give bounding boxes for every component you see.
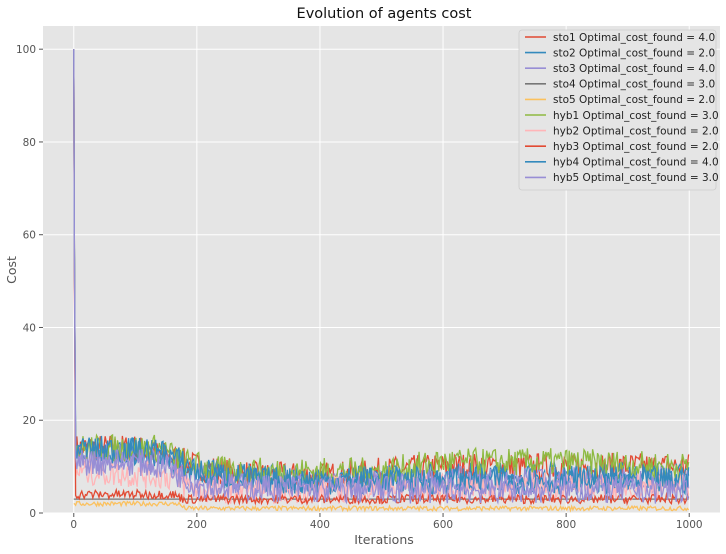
x-tick-label: 400 [310, 519, 330, 531]
y-axis-label: Cost [4, 256, 19, 284]
x-axis-label: Iterations [354, 532, 414, 547]
series-line [73, 49, 690, 505]
y-tick-label: 100 [16, 44, 36, 56]
y-tick-label: 40 [23, 322, 36, 334]
y-axis-ticks: 0 20 40 60 80 100 [16, 44, 43, 520]
legend-label: sto4 Optimal_cost_found = 3.0 [553, 79, 715, 91]
legend-box [518, 29, 717, 191]
x-tick-label: 0 [70, 519, 77, 531]
series-line [73, 499, 690, 513]
legend: sto1 Optimal_cost_found = 4.0 sto2 Optima… [518, 29, 719, 191]
x-tick-label: 800 [556, 519, 576, 531]
x-axis-ticks: 0 200 400 600 800 1000 [70, 513, 703, 531]
legend-label: hyb4 Optimal_cost_found = 4.0 [553, 157, 719, 169]
legend-label: sto3 Optimal_cost_found = 4.0 [553, 63, 715, 75]
y-tick-label: 80 [23, 137, 36, 149]
legend-label: hyb2 Optimal_cost_found = 2.0 [553, 125, 719, 137]
y-tick-label: 0 [29, 508, 36, 520]
legend-label: hyb1 Optimal_cost_found = 3.0 [553, 110, 719, 122]
y-tick-label: 20 [23, 415, 36, 427]
legend-label: hyb5 Optimal_cost_found = 3.0 [553, 172, 719, 184]
chart-title: Evolution of agents cost [297, 6, 472, 22]
y-tick-label: 60 [23, 230, 36, 242]
legend-label: sto1 Optimal_cost_found = 4.0 [553, 32, 715, 44]
x-tick-label: 600 [433, 519, 453, 531]
legend-label: sto2 Optimal_cost_found = 2.0 [553, 47, 715, 59]
x-tick-label: 1000 [676, 519, 703, 531]
legend-label: hyb3 Optimal_cost_found = 2.0 [553, 141, 719, 153]
series-line [73, 49, 690, 488]
legend-label: sto5 Optimal_cost_found = 2.0 [553, 94, 715, 106]
x-tick-label: 200 [187, 519, 207, 531]
series-group [73, 49, 690, 513]
